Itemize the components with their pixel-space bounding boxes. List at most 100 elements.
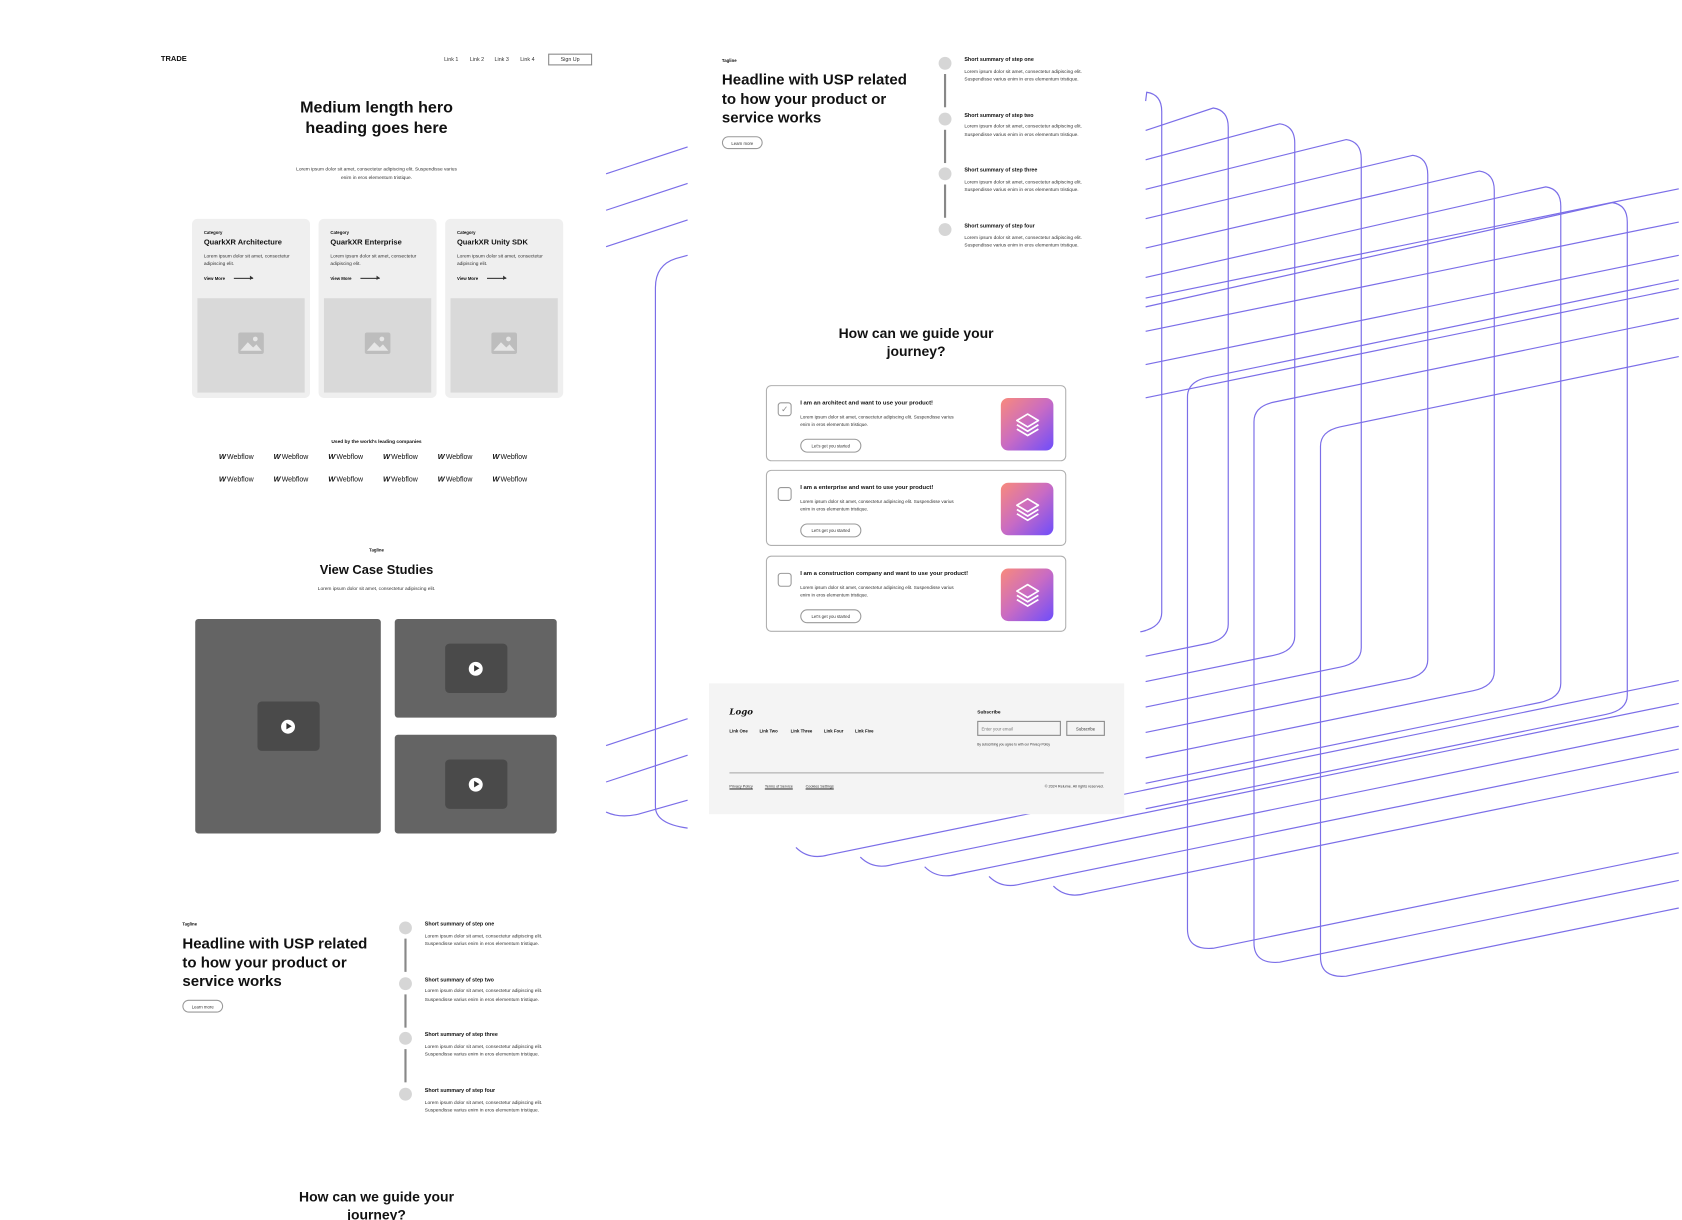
play-button[interactable] (444, 759, 507, 809)
company-name: Webflow (445, 453, 473, 462)
webflow-logo-icon: W (218, 476, 226, 484)
footer-link-3[interactable]: Link Three (790, 728, 813, 734)
company-name: Webflow (281, 453, 309, 462)
get-started-button[interactable]: Let's get you started (800, 523, 862, 538)
card-category: Category (330, 229, 349, 235)
decorative-line (1145, 138, 1362, 708)
company-logo: W Webflow (274, 476, 309, 484)
footer-link-4[interactable]: Link Four (823, 728, 844, 734)
step-title: Short summary of step one (424, 921, 495, 928)
option-checkbox[interactable] (777, 572, 792, 587)
decorative-line (1145, 287, 1679, 399)
decorative-line (1145, 202, 1628, 810)
decorative-line (1145, 221, 1679, 332)
product-card[interactable]: Category QuarkXR Architecture Lorem ipsum … (192, 218, 311, 398)
footer-link-2[interactable]: Link Two (759, 728, 778, 734)
card-title: QuarkXR Enterprise (330, 239, 402, 247)
decorative-line (1253, 317, 1679, 963)
brand-logo[interactable]: TRADE (160, 55, 187, 64)
nav-link-3[interactable]: Link 3 (494, 56, 509, 64)
option-title: I am a enterprise and want to use your p… (800, 484, 934, 492)
case-studies-heading: View Case Studies (319, 562, 434, 578)
step-dot (399, 976, 412, 990)
learn-more-button[interactable]: Learn more (721, 136, 763, 150)
view-more-link[interactable]: View More (457, 275, 507, 281)
company-logo: W Webflow (492, 476, 527, 484)
option-checkbox[interactable]: ✓ (777, 402, 792, 417)
company-name: Webflow (226, 453, 254, 462)
card-description: Lorem ipsum dolor sit amet, consectetur … (330, 253, 417, 267)
footer-logo[interactable]: Logo (729, 705, 753, 717)
option-description: Lorem ipsum dolor sit amet, consectetur … (800, 498, 954, 512)
layers-icon (1000, 568, 1054, 622)
step-description: Lorem ipsum dolor sit amet, consectetur … (424, 1099, 543, 1113)
webflow-logo-icon: W (273, 476, 281, 484)
step-dot (399, 1087, 412, 1101)
decorative-line (1145, 186, 1562, 784)
company-name: Webflow (281, 476, 309, 484)
get-started-button[interactable]: Let's get you started (800, 438, 862, 453)
step-connector (944, 184, 946, 219)
nav-link-2[interactable]: Link 2 (469, 56, 485, 64)
step-connector (404, 1049, 407, 1083)
company-name: Webflow (500, 476, 528, 484)
option-card[interactable]: ✓ I am an architect and want to use your … (765, 385, 1067, 462)
step-connector (404, 994, 407, 1028)
video-small-1[interactable] (394, 618, 557, 718)
image-icon (364, 332, 391, 359)
left_page.how_it_works-tagline: Tagline (182, 921, 198, 927)
nav-link-1[interactable]: Link 1 (444, 56, 459, 64)
video-large[interactable] (195, 618, 381, 834)
copyright: © 2024 Relume. All rights reserved. (1044, 784, 1104, 789)
company-name: Webflow (226, 476, 254, 484)
decorative-line (1319, 355, 1679, 977)
option-card[interactable]: I am a construction company and want to … (765, 555, 1067, 632)
play-button[interactable] (444, 643, 507, 693)
privacy-policy-link[interactable]: Privacy Policy (729, 784, 753, 789)
card-title: QuarkXR Architecture (203, 239, 282, 247)
webflow-logo-icon: W (328, 453, 335, 462)
product-card[interactable]: Category QuarkXR Enterprise Lorem ipsum do… (318, 218, 437, 398)
card-category: Category (456, 229, 476, 235)
view-more-link[interactable]: View More (330, 276, 380, 281)
webflow-logo-icon: W (492, 453, 499, 462)
terms-link[interactable]: Terms of Service (764, 784, 793, 789)
cookies-link[interactable]: Cookies Settings (805, 784, 834, 789)
step-connector (944, 129, 946, 163)
step-title: Short summary of step three (424, 1032, 498, 1039)
get-started-button[interactable]: Let's get you started (800, 609, 862, 624)
subscribe-button[interactable]: Subscribe (1066, 720, 1105, 736)
company-name: Webflow (391, 476, 418, 484)
decorative-line (654, 254, 688, 829)
product-card[interactable]: Category QuarkXR Unity SDK Lorem ipsum dol… (445, 218, 564, 398)
subscribe-label: Subscribe (977, 709, 1001, 715)
decorative-line (1186, 279, 1679, 950)
decorative-line (605, 182, 688, 211)
step-connector (944, 74, 946, 108)
video-small-2[interactable] (394, 734, 557, 834)
step-description: Lorem ipsum dolor sit amet, consectetur … (964, 68, 1082, 82)
signup-button[interactable]: Sign Up (548, 53, 593, 66)
option-description: Lorem ipsum dolor sit amet, consectetur … (800, 584, 954, 598)
play-icon (281, 719, 295, 734)
case-studies-subtext: Lorem ipsum dolor sit amet, consectetur … (317, 585, 436, 592)
decorative-line (1052, 771, 1679, 896)
footer-link-1[interactable]: Link One (729, 728, 748, 734)
left_page.how_it_works-headline: Headline with USP related to how your pr… (182, 934, 368, 990)
option-card[interactable]: I am a enterprise and want to use your p… (765, 469, 1067, 547)
decorative-line (605, 146, 688, 175)
footer-divider (729, 772, 1104, 774)
email-input[interactable] (977, 720, 1061, 736)
option-checkbox[interactable] (777, 487, 792, 501)
arrow-right-icon (486, 275, 507, 280)
footer-link-5[interactable]: Link Five (854, 728, 874, 734)
subscribe-disclaimer: By subscribing you agree to with our Pri… (977, 742, 1051, 747)
nav-link-4[interactable]: Link 4 (520, 56, 535, 64)
view-more-link[interactable]: View More (204, 276, 253, 281)
step-description: Lorem ipsum dolor sit amet, consectetur … (964, 179, 1082, 193)
right_page.how_it_works-headline: Headline with USP related to how your pr… (721, 70, 907, 126)
option-title: I am a construction company and want to … (800, 570, 969, 578)
play-button[interactable] (256, 701, 320, 751)
learn-more-button[interactable]: Learn more (182, 999, 224, 1013)
view-more-label: View More (203, 275, 225, 282)
